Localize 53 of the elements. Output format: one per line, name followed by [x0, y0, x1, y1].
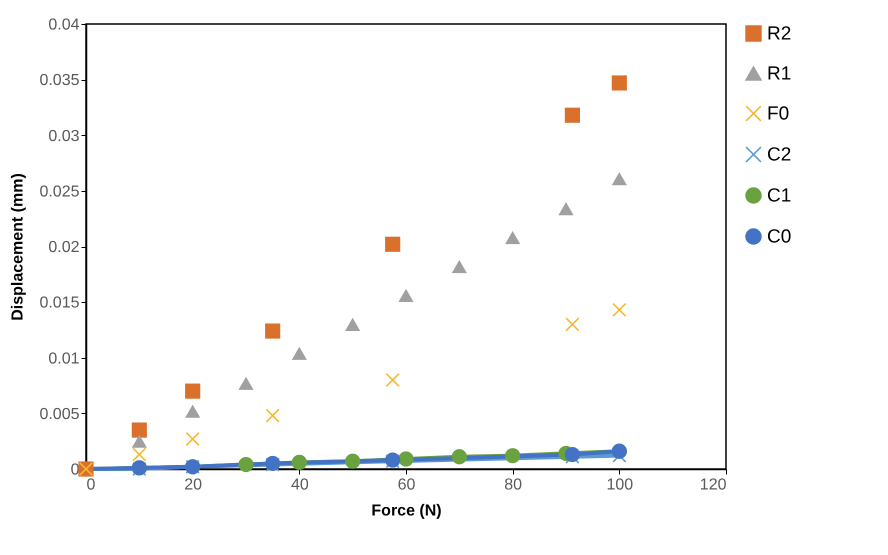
x-tick-label: 40	[290, 476, 309, 494]
legend-label: C2	[767, 144, 792, 166]
point	[186, 432, 200, 446]
point	[558, 202, 574, 216]
x-tick-label: 0	[86, 476, 96, 494]
point	[185, 404, 200, 418]
point	[565, 317, 580, 332]
x-tick-label: 20	[184, 476, 202, 494]
point	[238, 456, 254, 472]
point	[385, 236, 400, 252]
point	[612, 302, 626, 318]
point	[612, 75, 627, 91]
legend-label: C0	[767, 226, 792, 248]
x-tick-label: 80	[504, 476, 522, 494]
y-tick-label: 0.035	[39, 72, 80, 90]
point	[564, 108, 580, 123]
point	[398, 288, 414, 302]
y-tick-label: 0.015	[39, 294, 80, 312]
point	[452, 260, 467, 274]
point	[265, 323, 280, 339]
x-tick-label: 100	[606, 476, 634, 494]
point	[132, 447, 146, 462]
x-axis-title: Force (N)	[371, 502, 442, 520]
point	[345, 454, 360, 469]
legend-label: F0	[767, 104, 790, 124]
point	[292, 346, 307, 360]
point	[185, 384, 200, 399]
y-axis-title: Displacement (mm)	[9, 173, 26, 321]
x-tick-label: 120	[700, 476, 727, 494]
y-tick-label: 0.01	[48, 350, 80, 368]
point	[386, 372, 400, 388]
point	[292, 454, 307, 470]
point	[238, 376, 254, 390]
point	[452, 449, 467, 464]
y-tick-label: 0.02	[48, 239, 80, 256]
point	[345, 318, 360, 331]
y-tick-label: 0	[70, 462, 80, 478]
point	[398, 451, 414, 467]
point	[612, 172, 627, 186]
point	[132, 434, 147, 448]
y-tick-label: 0.04	[48, 16, 80, 34]
point	[505, 448, 520, 464]
x-tick-label: 60	[398, 476, 416, 494]
point	[505, 231, 520, 244]
legend-label: R1	[767, 64, 792, 84]
y-tick-label: 0.03	[48, 128, 80, 145]
y-tick-label: 0.005	[39, 406, 80, 423]
point	[266, 408, 280, 423]
legend-label: R2	[767, 24, 792, 44]
point	[132, 422, 147, 438]
y-tick-label: 0.025	[39, 183, 80, 200]
legend-label: C1	[767, 186, 792, 206]
point	[564, 446, 580, 462]
